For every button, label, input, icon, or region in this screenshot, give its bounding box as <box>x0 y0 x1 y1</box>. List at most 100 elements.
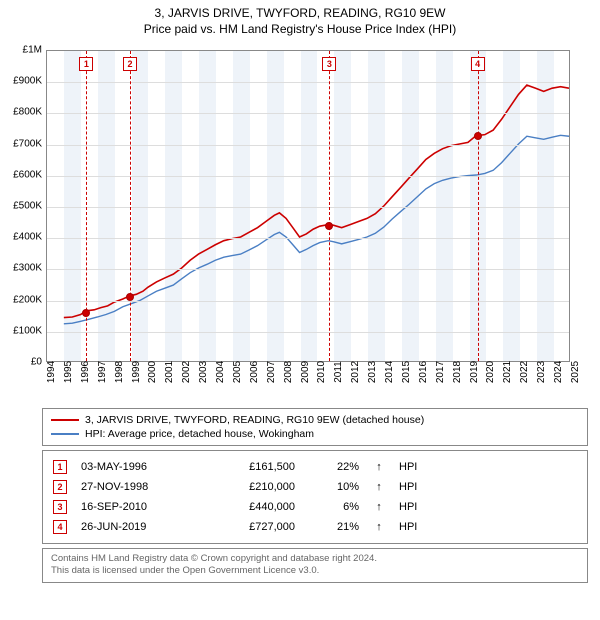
y-tick-label: £800K <box>13 107 42 118</box>
title-address: 3, JARVIS DRIVE, TWYFORD, READING, RG10 … <box>0 6 600 20</box>
line-series-svg <box>47 51 569 361</box>
arrow-up-icon: ↑ <box>373 521 385 533</box>
sale-marker-box: 1 <box>79 57 93 71</box>
sale-dot <box>474 132 482 140</box>
legend-label: 3, JARVIS DRIVE, TWYFORD, READING, RG10 … <box>85 414 424 426</box>
x-tick-label: 2017 <box>435 361 446 383</box>
sale-vs-label: HPI <box>399 481 429 493</box>
gridline <box>47 145 569 146</box>
x-tick-label: 2023 <box>536 361 547 383</box>
sales-table: 103-MAY-1996£161,50022%↑HPI227-NOV-1998£… <box>42 450 588 544</box>
x-tick-label: 1994 <box>46 361 57 383</box>
legend-box: 3, JARVIS DRIVE, TWYFORD, READING, RG10 … <box>42 408 588 446</box>
gridline <box>47 301 569 302</box>
plot-region: 1 2 3 4 <box>46 50 570 362</box>
sale-date: 16-SEP-2010 <box>81 501 191 513</box>
gridline <box>47 176 569 177</box>
sale-marker-box: 3 <box>322 57 336 71</box>
x-tick-label: 1998 <box>114 361 125 383</box>
x-tick-label: 2015 <box>401 361 412 383</box>
gridline <box>47 113 569 114</box>
sale-vs-label: HPI <box>399 521 429 533</box>
x-tick-label: 2007 <box>266 361 277 383</box>
series-line <box>64 135 569 323</box>
sale-marker-box: 2 <box>123 57 137 71</box>
sale-dot <box>82 309 90 317</box>
sale-date: 26-JUN-2019 <box>81 521 191 533</box>
x-tick-label: 2002 <box>181 361 192 383</box>
sale-row: 3 16-SEP-2010 £440,000 6% ↑ HPI <box>53 497 577 517</box>
gridline <box>47 269 569 270</box>
x-tick-label: 1999 <box>131 361 142 383</box>
sale-dot <box>126 293 134 301</box>
arrow-up-icon: ↑ <box>373 481 385 493</box>
x-tick-label: 2012 <box>350 361 361 383</box>
x-tick-label: 2001 <box>164 361 175 383</box>
sale-marker-line <box>329 51 330 361</box>
sale-marker-line <box>130 51 131 361</box>
x-tick-label: 2005 <box>232 361 243 383</box>
sale-row: 227-NOV-1998£210,00010%↑HPI <box>53 477 577 497</box>
sale-price: £210,000 <box>205 481 295 493</box>
sale-pct: 10% <box>309 481 359 493</box>
sale-vs-label: HPI <box>399 501 429 513</box>
arrow-up-icon: ↑ <box>373 501 385 513</box>
y-tick-label: £200K <box>13 294 42 305</box>
sale-row: 1 03-MAY-1996 £161,500 22% ↑ HPI <box>53 457 577 477</box>
x-tick-label: 2022 <box>519 361 530 383</box>
x-tick-label: 1996 <box>80 361 91 383</box>
title-subtitle: Price paid vs. HM Land Registry's House … <box>0 22 600 36</box>
sale-pct: 22% <box>309 461 359 473</box>
y-tick-label: £600K <box>13 169 42 180</box>
y-tick-label: £400K <box>13 232 42 243</box>
x-tick-label: 2003 <box>198 361 209 383</box>
x-tick-label: 2009 <box>300 361 311 383</box>
x-tick-label: 2008 <box>283 361 294 383</box>
chart-area: £0£100K£200K£300K£400K£500K£600K£700K£80… <box>36 44 596 404</box>
x-tick-label: 2006 <box>249 361 260 383</box>
y-tick-label: £500K <box>13 201 42 212</box>
x-tick-label: 2025 <box>570 361 581 383</box>
legend-item: HPI: Average price, detached house, Woki… <box>51 427 579 441</box>
y-tick-label: £700K <box>13 138 42 149</box>
sale-date: 03-MAY-1996 <box>81 461 191 473</box>
arrow-up-icon: ↑ <box>373 461 385 473</box>
footer-line2: This data is licensed under the Open Gov… <box>51 565 579 577</box>
sale-row-marker: 3 <box>53 500 67 514</box>
x-tick-label: 2021 <box>502 361 513 383</box>
sale-pct: 21% <box>309 521 359 533</box>
x-tick-label: 2019 <box>469 361 480 383</box>
x-tick-label: 2018 <box>452 361 463 383</box>
series-line <box>64 85 569 317</box>
x-tick-label: 2016 <box>418 361 429 383</box>
footer-attribution: Contains HM Land Registry data © Crown c… <box>42 548 588 583</box>
x-tick-label: 2020 <box>485 361 496 383</box>
y-tick-label: £1M <box>23 45 42 56</box>
x-tick-label: 2000 <box>147 361 158 383</box>
x-tick-label: 2004 <box>215 361 226 383</box>
sale-row-marker: 4 <box>53 520 67 534</box>
sale-price: £161,500 <box>205 461 295 473</box>
footer-line1: Contains HM Land Registry data © Crown c… <box>51 553 579 565</box>
y-axis: £0£100K£200K£300K£400K£500K£600K£700K£80… <box>0 44 44 368</box>
sale-price: £440,000 <box>205 501 295 513</box>
legend-swatch <box>51 433 79 435</box>
x-tick-label: 2013 <box>367 361 378 383</box>
sale-marker-box: 4 <box>471 57 485 71</box>
sale-row-marker: 1 <box>53 460 67 474</box>
x-axis: 1994199519961997199819992000200120022003… <box>46 364 570 404</box>
legend-label: HPI: Average price, detached house, Woki… <box>85 428 314 440</box>
x-tick-label: 2010 <box>316 361 327 383</box>
sale-price: £727,000 <box>205 521 295 533</box>
gridline <box>47 207 569 208</box>
sale-vs-label: HPI <box>399 461 429 473</box>
gridline <box>47 238 569 239</box>
sale-date: 27-NOV-1998 <box>81 481 191 493</box>
legend-swatch <box>51 419 79 421</box>
y-tick-label: £0 <box>31 357 42 368</box>
y-tick-label: £300K <box>13 263 42 274</box>
sale-pct: 6% <box>309 501 359 513</box>
sale-row: 4 26-JUN-2019 £727,000 21% ↑ HPI <box>53 517 577 537</box>
chart-titles: 3, JARVIS DRIVE, TWYFORD, READING, RG10 … <box>0 0 600 40</box>
y-tick-label: £900K <box>13 76 42 87</box>
